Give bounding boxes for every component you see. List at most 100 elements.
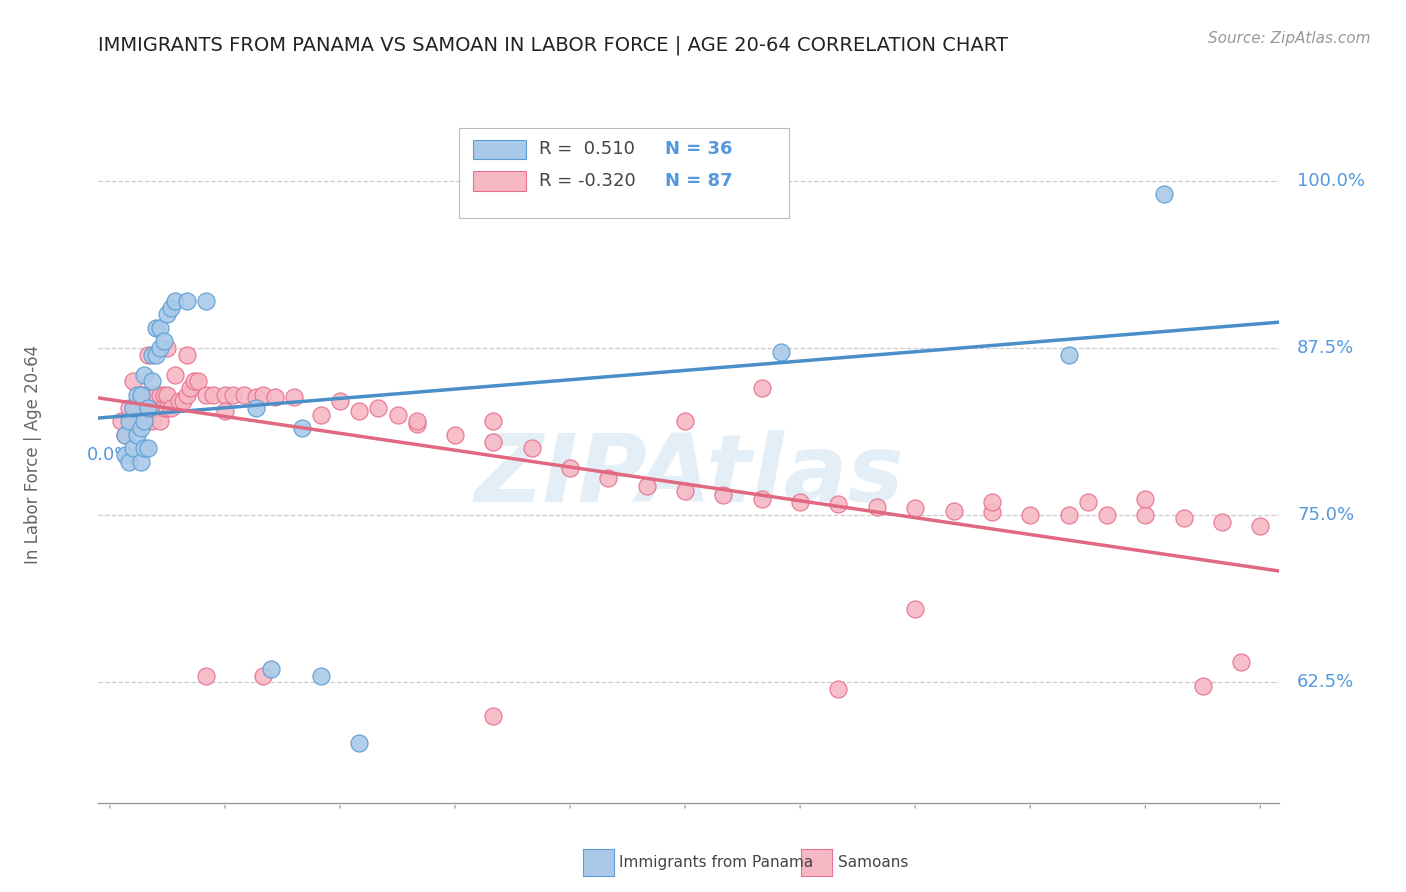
Point: [347, 735, 370, 749]
Point: [1249, 518, 1271, 533]
Point: [405, 414, 427, 428]
Point: [194, 387, 217, 401]
Point: [114, 427, 136, 442]
Point: [367, 401, 389, 415]
Text: 0.0%: 0.0%: [87, 446, 132, 464]
Point: [187, 374, 209, 388]
Point: [980, 494, 1002, 508]
Point: [141, 374, 163, 388]
Point: [291, 421, 314, 435]
Point: [233, 387, 256, 401]
Point: [141, 387, 163, 401]
Point: [263, 390, 285, 404]
Point: [309, 408, 332, 422]
Point: [245, 390, 267, 404]
Point: [136, 441, 159, 455]
Point: [482, 708, 505, 723]
Point: [183, 374, 205, 388]
Point: [751, 381, 773, 395]
Text: 87.5%: 87.5%: [1298, 339, 1354, 357]
Point: [149, 414, 172, 428]
Point: [122, 401, 145, 415]
Point: [122, 374, 145, 388]
Point: [114, 427, 136, 442]
Point: [194, 293, 217, 308]
Point: [1211, 515, 1233, 529]
Point: [636, 478, 658, 492]
Point: [129, 387, 152, 401]
Point: [214, 387, 236, 401]
Point: [134, 441, 156, 455]
Point: [789, 494, 811, 508]
Point: [122, 414, 145, 428]
Point: [558, 461, 581, 475]
Point: [482, 434, 505, 449]
FancyBboxPatch shape: [458, 128, 789, 219]
Text: 62.5%: 62.5%: [1298, 673, 1354, 691]
Point: [129, 454, 152, 468]
Text: Samoans: Samoans: [838, 855, 908, 870]
Point: [1173, 510, 1195, 524]
Point: [134, 387, 156, 401]
Point: [149, 320, 172, 334]
Text: R =  0.510: R = 0.510: [538, 140, 636, 159]
Point: [827, 497, 849, 511]
Text: N = 36: N = 36: [665, 140, 733, 159]
Point: [827, 681, 849, 696]
Point: [125, 427, 148, 442]
Point: [444, 427, 467, 442]
Point: [202, 387, 225, 401]
Point: [221, 387, 243, 401]
Point: [1057, 347, 1080, 361]
Text: R = -0.320: R = -0.320: [538, 172, 636, 190]
Text: IMMIGRANTS FROM PANAMA VS SAMOAN IN LABOR FORCE | AGE 20-64 CORRELATION CHART: IMMIGRANTS FROM PANAMA VS SAMOAN IN LABO…: [98, 36, 1008, 55]
Point: [156, 307, 179, 321]
Point: [283, 390, 305, 404]
Point: [156, 341, 179, 355]
Text: 75.0%: 75.0%: [1298, 506, 1354, 524]
Point: [598, 470, 620, 484]
Point: [329, 394, 352, 409]
Point: [149, 341, 172, 355]
Point: [1135, 508, 1157, 522]
Point: [125, 387, 148, 401]
Text: In Labor Force | Age 20-64: In Labor Force | Age 20-64: [24, 345, 42, 565]
Point: [176, 387, 198, 401]
Point: [252, 387, 274, 401]
Point: [149, 387, 172, 401]
Point: [1135, 491, 1157, 506]
Point: [260, 662, 283, 676]
Point: [129, 414, 152, 428]
Point: [156, 401, 179, 415]
Point: [145, 320, 167, 334]
Text: ZIPAtlas: ZIPAtlas: [474, 430, 904, 522]
Point: [118, 414, 141, 428]
Point: [129, 421, 152, 435]
Point: [125, 401, 148, 415]
Text: N = 87: N = 87: [665, 172, 733, 190]
Point: [214, 403, 236, 417]
Point: [134, 414, 156, 428]
Text: Immigrants from Panama: Immigrants from Panama: [619, 855, 813, 870]
Text: 100.0%: 100.0%: [1298, 171, 1365, 190]
Point: [160, 401, 183, 415]
Point: [125, 414, 148, 428]
Point: [1191, 679, 1213, 693]
Point: [252, 668, 274, 682]
Point: [866, 500, 889, 514]
Point: [1095, 508, 1118, 522]
Point: [1019, 508, 1042, 522]
Text: Source: ZipAtlas.com: Source: ZipAtlas.com: [1208, 31, 1371, 46]
Bar: [472, 171, 526, 191]
Point: [942, 504, 965, 518]
Point: [167, 394, 190, 409]
Point: [482, 414, 505, 428]
Point: [245, 401, 267, 415]
Point: [145, 347, 167, 361]
Point: [980, 505, 1002, 519]
Point: [673, 414, 696, 428]
Point: [347, 403, 370, 417]
Point: [405, 417, 427, 431]
Point: [145, 401, 167, 415]
Point: [172, 394, 194, 409]
